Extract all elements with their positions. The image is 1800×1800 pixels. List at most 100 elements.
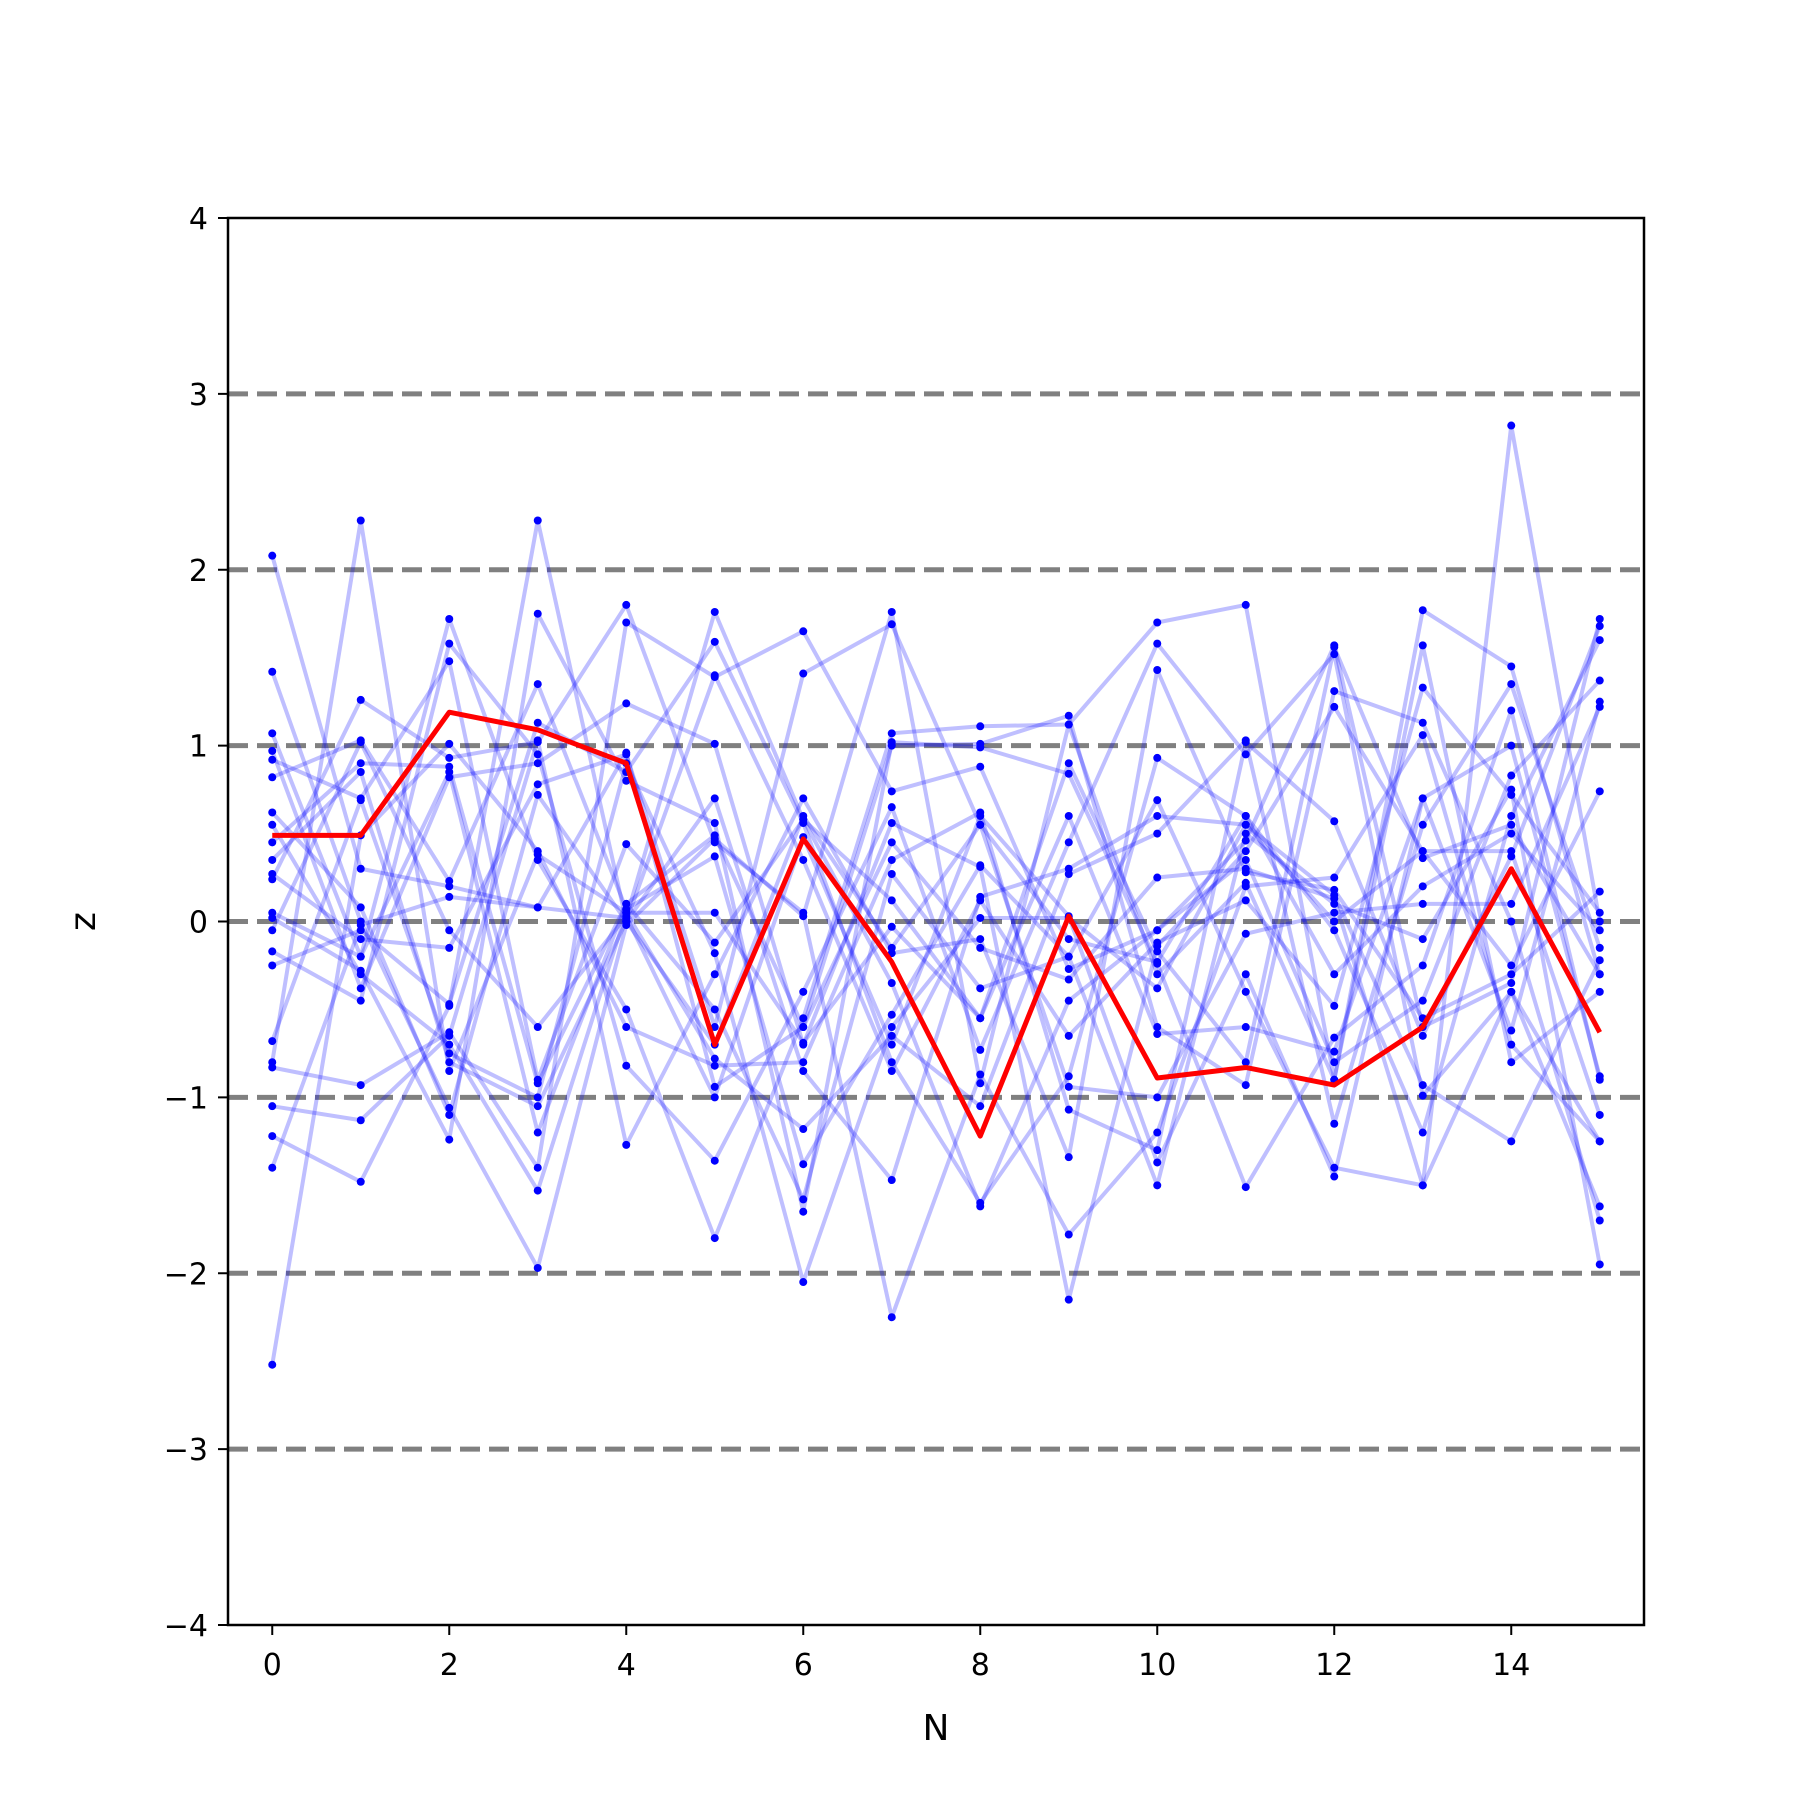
sample-point bbox=[1595, 1110, 1604, 1119]
y-tick-label: 1 bbox=[189, 730, 208, 765]
x-tick-label: 0 bbox=[263, 1648, 282, 1683]
sample-point bbox=[1241, 847, 1250, 856]
sample-point bbox=[533, 1102, 542, 1111]
sample-point bbox=[1153, 957, 1162, 966]
sample-point bbox=[1418, 961, 1427, 970]
sample-point bbox=[1507, 771, 1516, 780]
sample-point bbox=[268, 1037, 277, 1046]
sample-point bbox=[1064, 838, 1073, 847]
sample-point bbox=[1595, 1202, 1604, 1211]
sample-point bbox=[1595, 697, 1604, 706]
sample-point bbox=[887, 1313, 896, 1322]
sample-point bbox=[799, 987, 808, 996]
sample-point bbox=[445, 943, 454, 952]
sample-point bbox=[1153, 1146, 1162, 1155]
sample-point bbox=[1241, 855, 1250, 864]
sample-point bbox=[1507, 1026, 1516, 1035]
sample-point bbox=[1153, 1030, 1162, 1039]
sample-point bbox=[710, 819, 719, 828]
sample-point bbox=[445, 877, 454, 886]
sample-point bbox=[1595, 926, 1604, 935]
sample-point bbox=[710, 938, 719, 947]
sample-point bbox=[1418, 683, 1427, 692]
sample-point bbox=[1595, 1137, 1604, 1146]
y-axis-label: z bbox=[63, 912, 104, 931]
sample-point bbox=[976, 739, 985, 748]
y-tick-label: 2 bbox=[189, 554, 208, 589]
sample-point bbox=[268, 808, 277, 817]
sample-point bbox=[1418, 820, 1427, 829]
sample-point bbox=[1241, 820, 1250, 829]
sample-point bbox=[1064, 1153, 1073, 1162]
sample-point bbox=[533, 1079, 542, 1088]
sample-point bbox=[1153, 947, 1162, 956]
sample-point bbox=[887, 620, 896, 629]
sample-line bbox=[271, 667, 1602, 1160]
sample-point bbox=[622, 1140, 631, 1149]
y-tick-label: 0 bbox=[189, 906, 208, 941]
sample-point bbox=[1064, 870, 1073, 879]
sample-point bbox=[887, 979, 896, 988]
sample-line bbox=[270, 689, 1602, 1222]
sample-point bbox=[356, 903, 365, 912]
sample-point bbox=[710, 1005, 719, 1014]
sample-point bbox=[1507, 741, 1516, 750]
sample-point bbox=[268, 1063, 277, 1072]
sample-point bbox=[1595, 636, 1604, 645]
sample-point bbox=[710, 1023, 719, 1032]
sample-point bbox=[533, 1186, 542, 1195]
sample-point bbox=[799, 669, 808, 678]
sample-point bbox=[1153, 811, 1162, 820]
x-tick-label: 12 bbox=[1315, 1648, 1353, 1683]
sample-point bbox=[710, 637, 719, 646]
sample-point bbox=[1507, 987, 1516, 996]
sample-point bbox=[887, 1010, 896, 1019]
sample-point bbox=[533, 1128, 542, 1137]
sample-point bbox=[1241, 929, 1250, 938]
sample-point bbox=[976, 984, 985, 993]
sample-point bbox=[268, 961, 277, 970]
sample-point bbox=[799, 1125, 808, 1134]
sample-point bbox=[1418, 1181, 1427, 1190]
sample-point bbox=[1241, 1183, 1250, 1192]
sample-point bbox=[1595, 1216, 1604, 1225]
sample-point bbox=[622, 899, 631, 908]
sample-point bbox=[1330, 650, 1339, 659]
sample-point bbox=[356, 864, 365, 873]
sample-point bbox=[1418, 1128, 1427, 1137]
sample-point bbox=[799, 627, 808, 636]
sample-point bbox=[268, 667, 277, 676]
sample-point bbox=[1241, 829, 1250, 838]
sample-point bbox=[268, 1360, 277, 1369]
sample-point bbox=[1418, 1091, 1427, 1100]
sample-point bbox=[976, 943, 985, 952]
sample-point bbox=[799, 1058, 808, 1067]
highlight-series bbox=[272, 709, 1602, 1139]
sample-point bbox=[445, 753, 454, 762]
sample-point bbox=[1241, 882, 1250, 891]
sample-line bbox=[270, 555, 1602, 1209]
sample-point bbox=[710, 1061, 719, 1070]
sample-line bbox=[271, 518, 1602, 1184]
x-tick-label: 14 bbox=[1492, 1648, 1530, 1683]
sample-point bbox=[887, 855, 896, 864]
sample-point bbox=[710, 852, 719, 861]
sample-point bbox=[268, 1132, 277, 1141]
sample-point bbox=[1595, 987, 1604, 996]
sample-point bbox=[1330, 1033, 1339, 1042]
sample-point bbox=[976, 1045, 985, 1054]
sample-point bbox=[976, 820, 985, 829]
sample-point bbox=[533, 1263, 542, 1272]
sample-point bbox=[445, 1058, 454, 1067]
sample-point bbox=[1330, 894, 1339, 903]
sample-point bbox=[887, 1040, 896, 1049]
sample-point bbox=[976, 913, 985, 922]
sample-points bbox=[268, 421, 1604, 1369]
sample-line bbox=[271, 682, 1602, 1265]
sample-point bbox=[799, 855, 808, 864]
sample-point bbox=[1595, 956, 1604, 965]
sample-point bbox=[268, 729, 277, 738]
sample-point bbox=[710, 1093, 719, 1102]
sample-point bbox=[1418, 854, 1427, 863]
